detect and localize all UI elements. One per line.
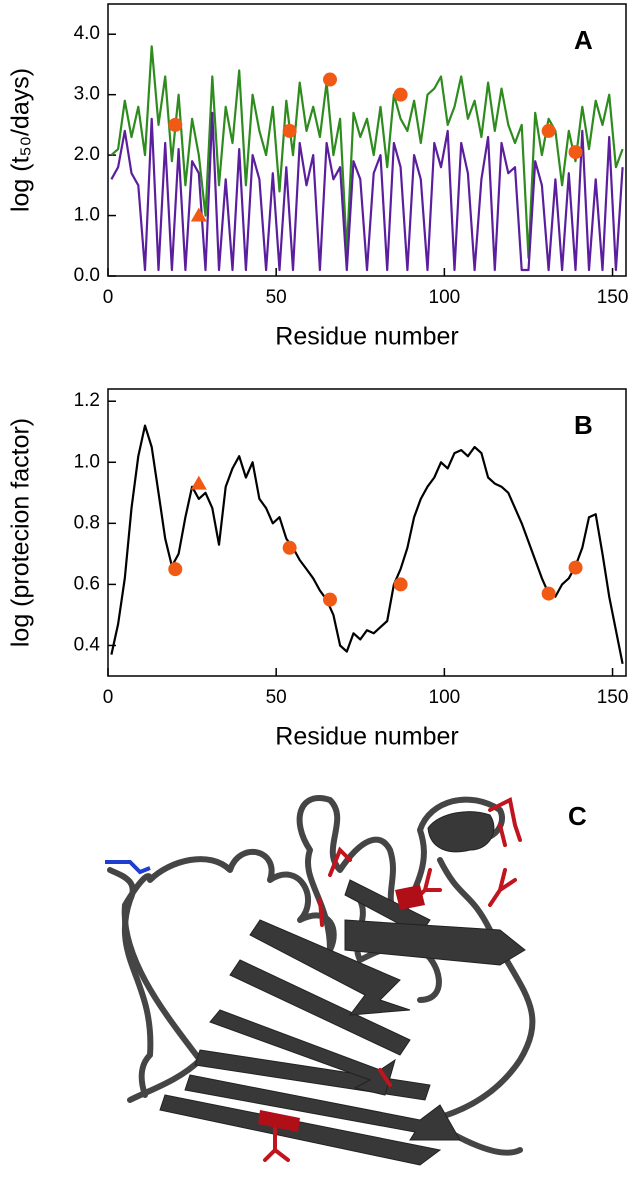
side-chain [263,797,522,1162]
triangle-marker [190,207,207,222]
x-tick-label: 0 [103,687,114,708]
loop [296,795,505,953]
circle-marker [541,586,556,601]
circle-marker [282,123,297,138]
y-tick-label: 0.4 [74,634,101,655]
data-line [110,45,624,259]
x-tick-label: 50 [266,287,287,308]
beta-strand [249,919,411,1016]
y-tick-label: 1.2 [74,390,100,411]
beta-strand [159,1094,442,1166]
y-axis-label: log (protecion factor) [7,418,35,647]
beta-strand [209,1009,396,1096]
y-tick-label: 1.0 [74,451,100,472]
panel-label: B [574,410,593,440]
triangle-marker [190,475,207,490]
circle-marker [168,562,183,577]
x-tick-label: 150 [597,687,629,708]
circle-marker [393,577,408,592]
circle-marker [568,145,583,160]
protein-structure [105,795,536,1166]
x-axis-label: Residue number [275,723,458,751]
x-axis-label: Residue number [275,323,458,351]
y-tick-label: 1.0 [74,205,100,226]
helix [427,811,495,853]
circle-marker [323,592,337,607]
y-tick-label: 0.8 [74,512,100,533]
circle-marker [168,117,183,132]
x-tick-label: 150 [597,287,629,308]
panel-label: A [574,25,593,55]
x-tick-label: 50 [266,687,287,708]
circle-marker [282,540,297,555]
side-chain-blue [105,860,151,875]
beta-strand [344,919,526,966]
panel-label: C [568,801,587,831]
y-tick-label: 3.0 [74,84,100,105]
y-tick-label: 4.0 [74,23,100,44]
loop [107,867,154,1098]
y-tick-label: 2.0 [74,144,100,165]
beta-strand [184,1074,461,1141]
circle-marker [568,560,583,575]
plot-frame [107,388,627,677]
x-tick-label: 100 [429,287,461,308]
circle-marker [393,87,408,102]
y-tick-label: 0.0 [74,265,100,286]
x-tick-label: 0 [103,287,114,308]
loop [427,857,536,1156]
circle-marker [541,123,556,138]
plot-frame [107,3,627,277]
loop [121,849,337,1103]
y-axis-label: log (t₅₀/days) [7,68,35,212]
circle-marker [323,72,337,87]
data-line [110,111,624,272]
y-tick-label: 0.6 [74,573,100,594]
data-line [110,424,624,665]
x-tick-label: 100 [429,687,461,708]
